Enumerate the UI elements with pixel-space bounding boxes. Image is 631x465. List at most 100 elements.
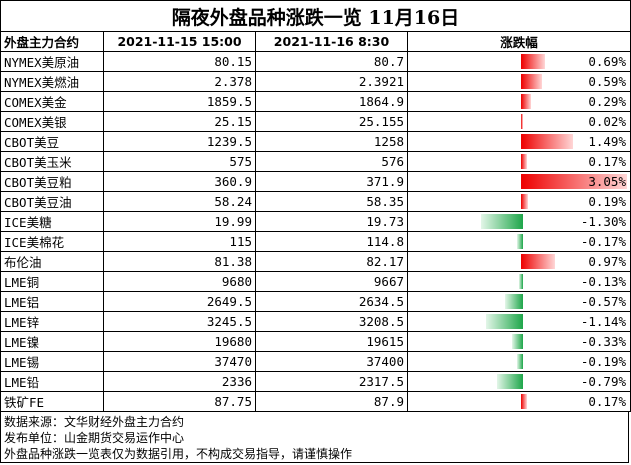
table-row: NYMEX美原油 80.15 80.7 0.69% [0,51,631,72]
change-percent: -0.33% [580,334,626,349]
prev-price: 1239.5 [103,131,256,152]
change-bar-up [521,254,555,269]
curr-price: 2.3921 [255,71,408,92]
change-bar-up [521,174,627,189]
footer-source: 数据来源：文华财经外盘主力合约 [4,415,185,429]
change-cell: -0.13% [407,271,631,292]
header-row: 外盘主力合约 2021-11-15 15:00 2021-11-16 8:30 … [0,31,631,52]
change-bar-down [517,234,523,249]
prev-price: 2.378 [103,71,256,92]
prev-price: 80.15 [103,51,256,72]
prev-price: 58.24 [103,191,256,212]
curr-price: 19.73 [255,211,408,232]
curr-price: 82.17 [255,251,408,272]
change-bar-up [521,154,527,169]
prev-price: 575 [103,151,256,172]
contract-name: NYMEX美燃油 [0,71,104,92]
prev-price: 19680 [103,331,256,352]
change-percent: 0.29% [588,94,626,109]
change-cell: 0.59% [407,71,631,92]
prev-price: 360.9 [103,171,256,192]
change-bar-up [521,74,542,89]
header-name: 外盘主力合约 [0,31,104,52]
change-cell: -0.19% [407,351,631,372]
prev-price: 87.75 [103,391,256,412]
change-cell: 0.97% [407,251,631,272]
curr-price: 3208.5 [255,311,408,332]
change-bar-down [516,354,523,369]
change-percent: -0.79% [580,374,626,389]
curr-price: 19615 [255,331,408,352]
contract-name: CBOT美豆粕 [0,171,104,192]
contract-name: 布伦油 [0,251,104,272]
curr-price: 87.9 [255,391,408,412]
change-bar-down [504,294,523,309]
table-row: CBOT美豆油 58.24 58.35 0.19% [0,191,631,212]
contract-name: NYMEX美原油 [0,51,104,72]
change-cell: 0.17% [407,151,631,172]
curr-price: 1258 [255,131,408,152]
change-cell: -1.30% [407,211,631,232]
change-percent: 0.17% [588,394,626,409]
prev-price: 37470 [103,351,256,372]
change-cell: 0.19% [407,191,631,212]
contract-name: LME铅 [0,371,104,392]
table-body: NYMEX美原油 80.15 80.7 0.69% NYMEX美燃油 2.378 2.392… [0,51,631,412]
change-bar-up [521,394,527,409]
table-row: ICE美棉花 115 114.8 -0.17% [0,231,631,252]
curr-price: 114.8 [255,231,408,252]
change-percent: 3.05% [588,174,626,189]
table-row: LME铅 2336 2317.5 -0.79% [0,371,631,392]
table-row: ICE美糖 19.99 19.73 -1.30% [0,211,631,232]
table-row: CBOT美豆 1239.5 1258 1.49% [0,131,631,152]
change-percent: 0.69% [588,54,626,69]
header-curr-time: 2021-11-16 8:30 [255,31,408,52]
prev-price: 2649.5 [103,291,256,312]
contract-name: LME铜 [0,271,104,292]
table-row: NYMEX美燃油 2.378 2.3921 0.59% [0,71,631,92]
change-cell: -0.17% [407,231,631,252]
table-row: LME锡 37470 37400 -0.19% [0,351,631,372]
change-cell: 3.05% [407,171,631,192]
sheet-footer: 数据来源：文华财经外盘主力合约 发布单位：山金期货交易运作中心 外盘品种涨跌一览… [0,411,629,463]
change-percent: -0.13% [580,274,626,289]
prev-price: 115 [103,231,256,252]
contract-name: CBOT美豆油 [0,191,104,212]
table-row: CBOT美玉米 575 576 0.17% [0,151,631,172]
change-cell: 1.49% [407,131,631,152]
change-cell: -0.33% [407,331,631,352]
footer-publisher: 发布单位：山金期货交易运作中心 [4,431,185,445]
contract-name: LME锡 [0,351,104,372]
change-percent: 0.19% [588,194,626,209]
contract-name: 铁矿FE [0,391,104,412]
sheet-title: 隔夜外盘品种涨跌一览 11月16日 [0,0,631,32]
change-percent: 0.97% [588,254,626,269]
curr-price: 1864.9 [255,91,408,112]
table-row: LME镍 19680 19615 -0.33% [0,331,631,352]
curr-price: 576 [255,151,408,172]
change-bar-down [518,274,523,289]
change-percent: 0.02% [588,114,626,129]
change-cell: 0.29% [407,91,631,112]
contract-name: ICE美棉花 [0,231,104,252]
contract-name: ICE美糖 [0,211,104,232]
contract-name: CBOT美豆 [0,131,104,152]
change-bar-down [486,314,523,329]
prev-price: 2336 [103,371,256,392]
change-bar-down [497,374,523,389]
table-row: 铁矿FE 87.75 87.9 0.17% [0,391,631,412]
curr-price: 37400 [255,351,408,372]
change-percent: 0.17% [588,154,626,169]
change-bar-up [521,114,523,129]
table-row: LME锌 3245.5 3208.5 -1.14% [0,311,631,332]
change-bar-down [480,214,523,229]
table-row: LME铝 2649.5 2634.5 -0.57% [0,291,631,312]
table-row: COMEX美金 1859.5 1864.9 0.29% [0,91,631,112]
change-bar-up [521,54,545,69]
price-table: 外盘主力合约 2021-11-15 15:00 2021-11-16 8:30 … [0,31,631,412]
curr-price: 58.35 [255,191,408,212]
prev-price: 1859.5 [103,91,256,112]
prev-price: 81.38 [103,251,256,272]
contract-name: LME锌 [0,311,104,332]
prev-price: 3245.5 [103,311,256,332]
